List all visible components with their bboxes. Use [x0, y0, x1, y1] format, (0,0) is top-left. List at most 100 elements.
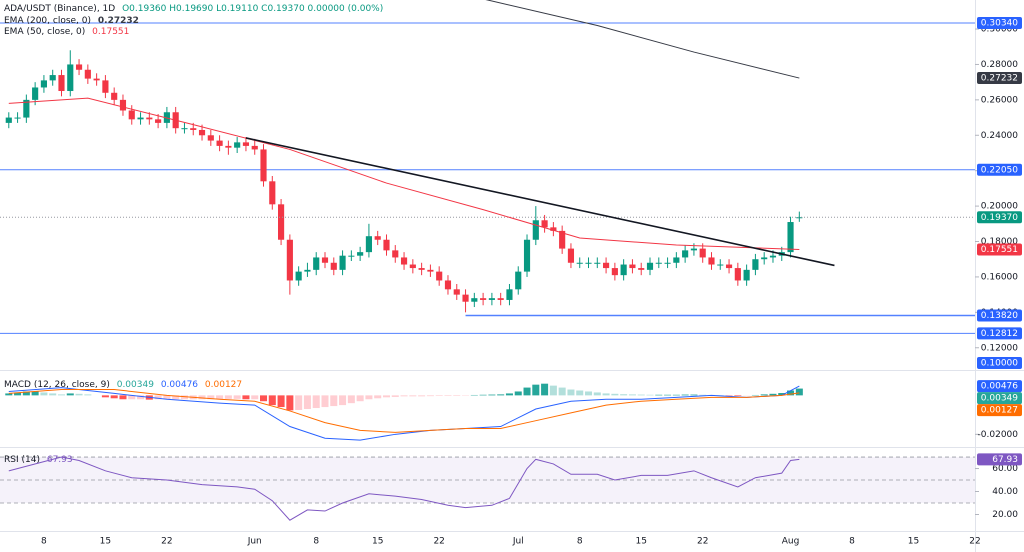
macd-histogram-bar: [760, 394, 768, 396]
candle-body: [295, 271, 302, 281]
indicator-value: 0.00127: [205, 380, 242, 390]
macd-histogram-bar: [672, 394, 680, 396]
rsi-line: [8, 456, 800, 521]
macd-histogram-bar: [40, 392, 48, 396]
x-tick-label: 15: [100, 537, 111, 547]
macd-histogram-bar: [207, 395, 215, 400]
x-axis: 8 15 22 Jun 8 15 22 Jul 8 15 22 Aug 8 15 22: [41, 537, 981, 547]
macd-histogram-bar: [646, 394, 654, 396]
last-price-label: 0.19370: [981, 213, 1018, 223]
macd-histogram-bar: [233, 395, 241, 399]
candle-body: [374, 236, 381, 240]
candle-body: [392, 250, 399, 258]
x-tick-label: 8: [577, 537, 583, 547]
candle-body: [664, 262, 671, 264]
candle-body: [550, 227, 557, 231]
macd-histogram-bar: [453, 395, 461, 396]
candle-body: [269, 181, 276, 205]
macd-histogram-bar: [321, 395, 329, 408]
macd-histogram-bar: [66, 393, 74, 396]
y-tick-label: 60.00: [992, 464, 1018, 474]
macd-histogram-bar: [75, 393, 83, 396]
macd-histogram-bar: [242, 395, 250, 400]
candle-body: [207, 135, 214, 141]
macd-histogram-bar: [198, 395, 206, 400]
legend-row: EMA (200, close, 0) 0.27232: [4, 16, 139, 26]
candle-body: [137, 117, 144, 120]
macd-histogram-bar: [514, 391, 522, 396]
macd-histogram-bar: [787, 390, 795, 396]
indicator-name: RSI (14): [4, 455, 40, 465]
macd-histogram-bar: [409, 395, 417, 397]
x-tick-label: 15: [372, 537, 383, 547]
macd-histogram-bar: [400, 395, 408, 397]
macd-histogram-bar: [505, 393, 513, 396]
candle-body: [559, 230, 566, 249]
macd-histogram-bar: [523, 387, 531, 396]
candle-body: [67, 64, 74, 92]
candle-body: [146, 117, 153, 120]
candle-body: [655, 262, 662, 264]
last-price-label-box: [977, 211, 1022, 224]
ema-label: 0.27232: [981, 74, 1018, 84]
candle-body: [278, 204, 285, 240]
candle-body: [567, 248, 575, 263]
candle-body: [383, 239, 390, 251]
candle-body: [251, 145, 258, 150]
candle-body: [234, 142, 241, 148]
macd-histogram-bar: [154, 395, 162, 400]
macd-histogram-bar: [84, 394, 92, 396]
candle-body: [620, 264, 627, 276]
candle-body: [181, 128, 188, 130]
candle-body: [734, 268, 741, 281]
legend-row: ADA/USDT (Binance), 1D O0.19360 H0.19690…: [4, 4, 383, 14]
indicator-value: 0.00349: [117, 380, 154, 390]
candle-body: [5, 117, 12, 123]
candle-body: [313, 257, 320, 270]
candle-body: [462, 294, 469, 302]
x-tick-label: 8: [313, 537, 319, 547]
candle-body: [646, 262, 654, 270]
rsi-pane: [0, 456, 975, 521]
macd-histogram-bar: [567, 389, 575, 396]
y-tick-label: 0.28000: [981, 60, 1018, 70]
macd-histogram-bar: [479, 394, 487, 396]
macd-line: [8, 389, 800, 433]
candle-body: [480, 298, 487, 300]
macd-histogram-bar: [769, 393, 777, 396]
macd-histogram-bar: [356, 395, 364, 402]
level-label-box: [977, 17, 1022, 30]
x-tick-label: 22: [433, 537, 444, 547]
x-tick-label: 8: [849, 537, 855, 547]
macd-histogram-bar: [699, 394, 707, 396]
candle-body: [611, 268, 618, 276]
indicator-value: 67.93: [47, 455, 73, 465]
level-label: 0.12812: [981, 329, 1018, 339]
macd-histogram-bar: [312, 395, 320, 409]
candle-body: [409, 264, 416, 269]
candle-body: [585, 262, 592, 264]
y-tick-label: 0.12000: [981, 343, 1018, 353]
indicator-value: 0.27232: [98, 16, 139, 26]
macd-histogram-bar: [260, 395, 268, 402]
price-pane: [0, 0, 975, 334]
y-tick-label: 0.16000: [981, 272, 1018, 282]
candle-body: [594, 262, 601, 264]
indicator-name: MACD (12, 26, close, 9): [4, 380, 110, 390]
y-tick-label: 40.00: [992, 487, 1018, 497]
macd-histogram-bar: [110, 395, 118, 399]
candle-body: [638, 268, 645, 270]
candle-body: [58, 75, 65, 92]
macd-histogram-bar: [268, 395, 276, 406]
x-tick-label: 22: [161, 537, 172, 547]
indicator-value: 0.00476: [161, 380, 198, 390]
macd-histogram-bar: [637, 394, 645, 396]
macd-histogram-bar: [532, 384, 540, 396]
ema-label-box: [977, 243, 1022, 256]
macd-histogram-bar: [5, 393, 13, 396]
x-tick-label: Aug: [782, 537, 800, 547]
candle-body: [436, 271, 443, 281]
candle-body: [32, 87, 39, 100]
x-tick-label: 22: [969, 537, 980, 547]
level-label-box: [977, 327, 1022, 340]
